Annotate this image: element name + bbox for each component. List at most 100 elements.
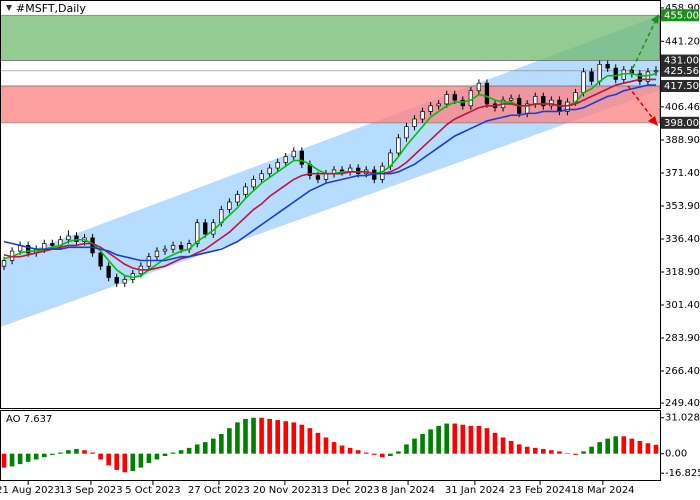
zone bbox=[0, 14, 661, 61]
level-label: 455.00 bbox=[664, 10, 699, 21]
candle-body bbox=[122, 279, 127, 284]
candle-body bbox=[452, 94, 457, 101]
ao-bar bbox=[243, 418, 248, 454]
candle-body bbox=[1, 260, 7, 267]
ao-bar bbox=[589, 446, 594, 454]
ao-bar bbox=[323, 437, 329, 454]
candle-body bbox=[315, 175, 321, 180]
level-tag bbox=[661, 54, 699, 67]
ao-bar bbox=[404, 444, 409, 454]
candle-body bbox=[146, 256, 152, 267]
candle-body bbox=[283, 156, 288, 163]
candle-body bbox=[444, 94, 449, 105]
ao-panel bbox=[1, 417, 659, 473]
candle-body bbox=[26, 245, 31, 254]
ao-bar bbox=[82, 450, 87, 454]
candle-body bbox=[195, 222, 200, 244]
candle-body bbox=[637, 73, 643, 82]
ao-bar bbox=[17, 453, 23, 465]
moving-average bbox=[3, 78, 656, 271]
candle-body bbox=[476, 82, 482, 92]
y-tick-label: 371.40 bbox=[665, 168, 700, 179]
candle-body bbox=[653, 70, 659, 73]
candle-body bbox=[420, 111, 425, 120]
x-tick-label: 23 Feb 2024 bbox=[509, 485, 571, 496]
candle-body bbox=[508, 97, 514, 101]
candle-body bbox=[404, 126, 409, 139]
arrow-head-up bbox=[651, 14, 659, 24]
ao-bar bbox=[412, 438, 417, 454]
ao-bar bbox=[41, 453, 47, 458]
candle-body bbox=[436, 103, 441, 107]
ao-tick-label: 0.00 bbox=[665, 449, 687, 460]
ao-bar bbox=[557, 451, 562, 454]
ao-bar bbox=[388, 453, 393, 457]
candle-body bbox=[565, 101, 570, 112]
ao-bar bbox=[227, 428, 232, 454]
y-tick-label: 318.90 bbox=[665, 267, 700, 278]
ao-bar bbox=[33, 453, 39, 460]
candle-body bbox=[549, 99, 554, 107]
candle-body bbox=[251, 179, 256, 188]
candle-body bbox=[356, 167, 361, 175]
ao-bar bbox=[170, 452, 176, 454]
ao-bar bbox=[444, 423, 450, 454]
candle-body bbox=[154, 250, 160, 258]
ao-bar bbox=[283, 421, 289, 454]
target-arrow-down bbox=[627, 85, 655, 121]
ao-bar bbox=[565, 453, 570, 454]
ao-bar bbox=[476, 425, 482, 454]
ao-bar bbox=[484, 428, 490, 454]
ao-bar bbox=[307, 428, 313, 454]
chart-title: #MSFT,Daily bbox=[16, 2, 86, 15]
candle-body bbox=[106, 265, 111, 278]
ao-bar bbox=[532, 447, 538, 454]
y-tick-label: 388.90 bbox=[665, 135, 700, 146]
ao-bar bbox=[500, 437, 506, 454]
candle-body bbox=[235, 194, 240, 203]
ao-bar bbox=[621, 436, 627, 454]
y-tick-label: 301.40 bbox=[665, 300, 700, 311]
candle-body bbox=[468, 90, 474, 107]
level-label: 425.56 bbox=[664, 66, 699, 77]
candle-body bbox=[66, 235, 71, 241]
ao-bar bbox=[210, 438, 216, 454]
ao-bar bbox=[146, 453, 152, 463]
ao-bar bbox=[371, 453, 377, 455]
candle-body bbox=[428, 105, 433, 112]
ao-bar bbox=[396, 451, 401, 454]
candle-body bbox=[50, 243, 55, 246]
y-tick-label: 266.40 bbox=[665, 366, 700, 377]
ao-frame bbox=[0, 410, 661, 481]
ao-bar bbox=[629, 438, 635, 454]
ao-bar bbox=[130, 453, 136, 472]
ao-bar bbox=[194, 444, 200, 454]
y-tick-label: 458.90 bbox=[665, 3, 700, 14]
x-tick-label: 18 Mar 2024 bbox=[571, 485, 634, 496]
candle-body bbox=[203, 222, 208, 235]
candle-body bbox=[589, 71, 594, 82]
x-tick-label: 27 Oct 2023 bbox=[188, 485, 250, 496]
ao-bar bbox=[275, 420, 280, 454]
candle-body bbox=[613, 67, 618, 80]
ao-bar bbox=[267, 418, 272, 454]
y-tick-label: 336.40 bbox=[665, 234, 700, 245]
ao-bar bbox=[186, 447, 192, 454]
ao-bar bbox=[98, 453, 103, 460]
ao-bar bbox=[114, 453, 120, 470]
x-tick-label: 20 Nov 2023 bbox=[253, 485, 317, 496]
symbol-icon bbox=[6, 5, 12, 11]
level-tag bbox=[661, 9, 699, 22]
ao-bar bbox=[363, 452, 369, 454]
ao-bar bbox=[58, 452, 63, 454]
ao-bar bbox=[605, 438, 610, 454]
candle-body bbox=[645, 71, 651, 82]
level-label: 398.00 bbox=[664, 118, 699, 129]
ao-bar bbox=[468, 425, 474, 454]
ao-bar bbox=[436, 425, 441, 454]
candle-body bbox=[299, 150, 304, 165]
moving-average bbox=[3, 84, 656, 262]
candle-body bbox=[243, 186, 248, 195]
x-tick-label: 8 Jan 2024 bbox=[381, 485, 435, 496]
